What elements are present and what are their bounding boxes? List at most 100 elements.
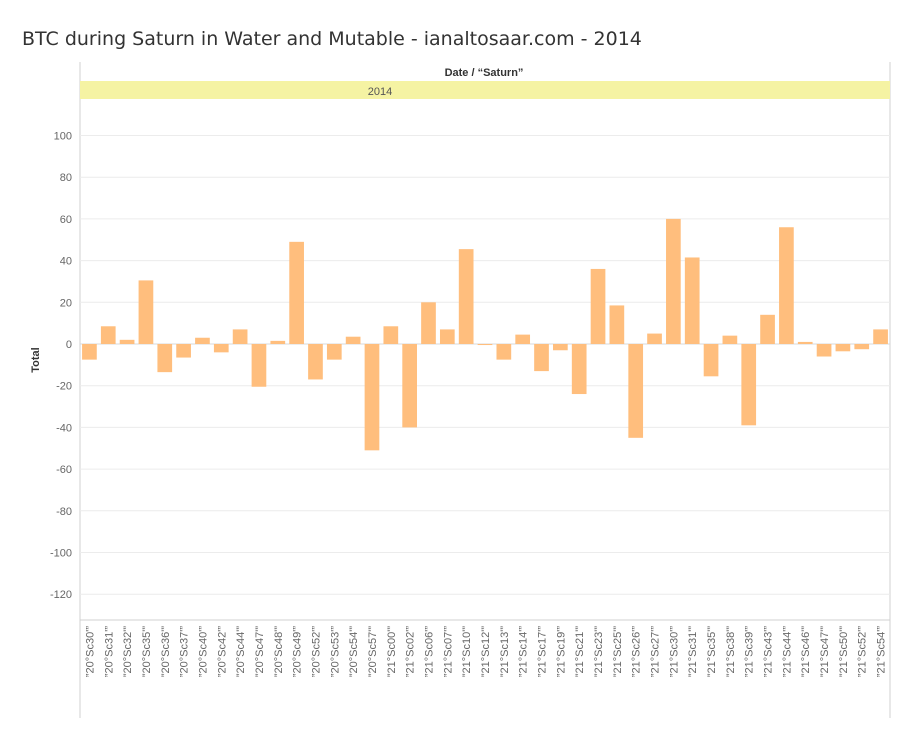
bar	[534, 344, 549, 372]
bar	[779, 227, 794, 344]
x-tick-label: ”20°Sc57'”	[367, 626, 379, 677]
bar	[684, 257, 700, 344]
bar	[571, 344, 587, 395]
bar	[270, 340, 286, 344]
y-tick-label: -100	[50, 548, 72, 560]
bar	[195, 337, 210, 344]
bar	[628, 344, 644, 438]
x-tick-label: ”21°Sc44'”	[781, 626, 793, 677]
x-tick-label: ”21°Sc13'”	[499, 626, 511, 677]
bar	[590, 268, 606, 344]
x-tick-label: ”20°Sc48'”	[273, 626, 285, 677]
x-tick-label: ”20°Sc49'”	[292, 626, 304, 677]
bar	[835, 344, 851, 352]
x-tick-label: ”21°Sc31'”	[687, 626, 699, 677]
y-tick-label: -20	[56, 381, 72, 393]
bar	[138, 280, 154, 344]
y-tick-label: 80	[60, 172, 72, 184]
x-tick-label: ”20°Sc42'”	[216, 626, 228, 677]
bar	[722, 335, 738, 344]
bar	[496, 344, 512, 360]
x-tick-label: ”21°Sc26'”	[631, 626, 643, 677]
y-tick-label: -60	[56, 464, 72, 476]
bar	[157, 344, 173, 373]
x-tick-label: ”20°Sc35'”	[141, 626, 153, 677]
chart-frame	[79, 62, 891, 718]
bar	[816, 344, 832, 357]
x-tick-label: ”21°Sc38'”	[725, 626, 737, 677]
bar	[82, 344, 97, 360]
y-tick-label: 0	[66, 339, 72, 351]
x-tick-label: ”21°Sc00'”	[386, 626, 398, 677]
bar	[119, 339, 135, 344]
x-tick-label: ”20°Sc44'”	[235, 626, 247, 677]
bar	[703, 344, 719, 377]
bar	[609, 305, 625, 344]
x-tick-label: ”21°Sc02'”	[405, 626, 417, 677]
y-tick-label: -40	[56, 422, 72, 434]
bar	[741, 344, 757, 426]
x-tick-label: ”21°Sc43'”	[763, 626, 775, 677]
bars	[82, 218, 888, 451]
x-tick-label: ”21°Sc07'”	[442, 626, 454, 677]
x-tick-label: ”21°Sc54'”	[876, 626, 888, 677]
x-tick-label: ”21°Sc14'”	[518, 626, 530, 677]
y-tick-label: 100	[54, 131, 72, 143]
bar	[854, 344, 870, 350]
bar	[100, 326, 116, 344]
x-tick-label: ”21°Sc17'”	[537, 626, 549, 677]
x-tick-label: ”21°Sc39'”	[744, 626, 756, 677]
bar	[477, 344, 493, 346]
x-tick-label: ”20°Sc40'”	[197, 626, 209, 677]
x-tick-label: ”20°Sc36'”	[160, 626, 172, 677]
x-tick-label: ”21°Sc47'”	[819, 626, 831, 677]
bar	[364, 344, 380, 451]
bar	[666, 218, 681, 344]
bar	[458, 249, 474, 344]
x-tick-label: ”20°Sc30'”	[84, 626, 96, 677]
bar	[797, 341, 813, 344]
x-tick-label: ”21°Sc46'”	[800, 626, 812, 677]
chart-title: BTC during Saturn in Water and Mutable -…	[22, 28, 642, 50]
x-tick-label: ”20°Sc31'”	[103, 626, 115, 677]
y-axis-label: Total	[30, 347, 42, 372]
x-tick-label: ”21°Sc12'”	[480, 626, 492, 677]
y-axis-ticks: 100 80 60 40 20 0 -20 -40 -60 -80 -100 -120	[50, 131, 72, 602]
bar	[402, 344, 417, 428]
x-tick-label: ”21°Sc30'”	[668, 626, 680, 677]
year-band	[80, 81, 890, 99]
x-tick-label: ”20°Sc53'”	[329, 626, 341, 677]
x-tick-label: ”21°Sc10'”	[461, 626, 473, 677]
x-tick-label: ”21°Sc35'”	[706, 626, 718, 677]
bar	[647, 333, 662, 344]
x-tick-label: ”21°Sc25'”	[612, 626, 624, 677]
gridlines	[80, 135, 890, 595]
bar	[515, 334, 531, 344]
bar	[439, 329, 455, 344]
x-tick-label: ”20°Sc32'”	[122, 626, 134, 677]
x-tick-label: ”20°Sc52'”	[310, 626, 322, 677]
y-tick-label: 20	[60, 297, 72, 309]
bar	[383, 326, 399, 344]
bar	[308, 344, 323, 380]
x-axis-ticks: ”20°Sc30'” ”20°Sc31'” ”20°Sc32'” ”20°Sc35'”…	[84, 626, 887, 677]
x-tick-label: ”21°Sc23'”	[593, 626, 605, 677]
bar	[176, 344, 191, 358]
bar	[213, 344, 229, 353]
bar	[326, 344, 342, 360]
bar	[345, 336, 361, 344]
x-tick-label: ”20°Sc54'”	[348, 626, 360, 677]
x-tick-label: ”21°Sc27'”	[650, 626, 662, 677]
bar	[251, 344, 267, 387]
x-tick-label: ”21°Sc19'”	[555, 626, 567, 677]
bar	[873, 329, 888, 344]
bar	[289, 241, 304, 344]
y-tick-label: -120	[50, 589, 72, 601]
year-label: 2014	[368, 86, 392, 98]
bar	[553, 344, 568, 351]
y-tick-label: 60	[60, 214, 72, 226]
column-header: Date / “Saturn”	[445, 67, 524, 79]
y-tick-label: -80	[56, 506, 72, 518]
x-tick-label: ”21°Sc52'”	[857, 626, 869, 677]
